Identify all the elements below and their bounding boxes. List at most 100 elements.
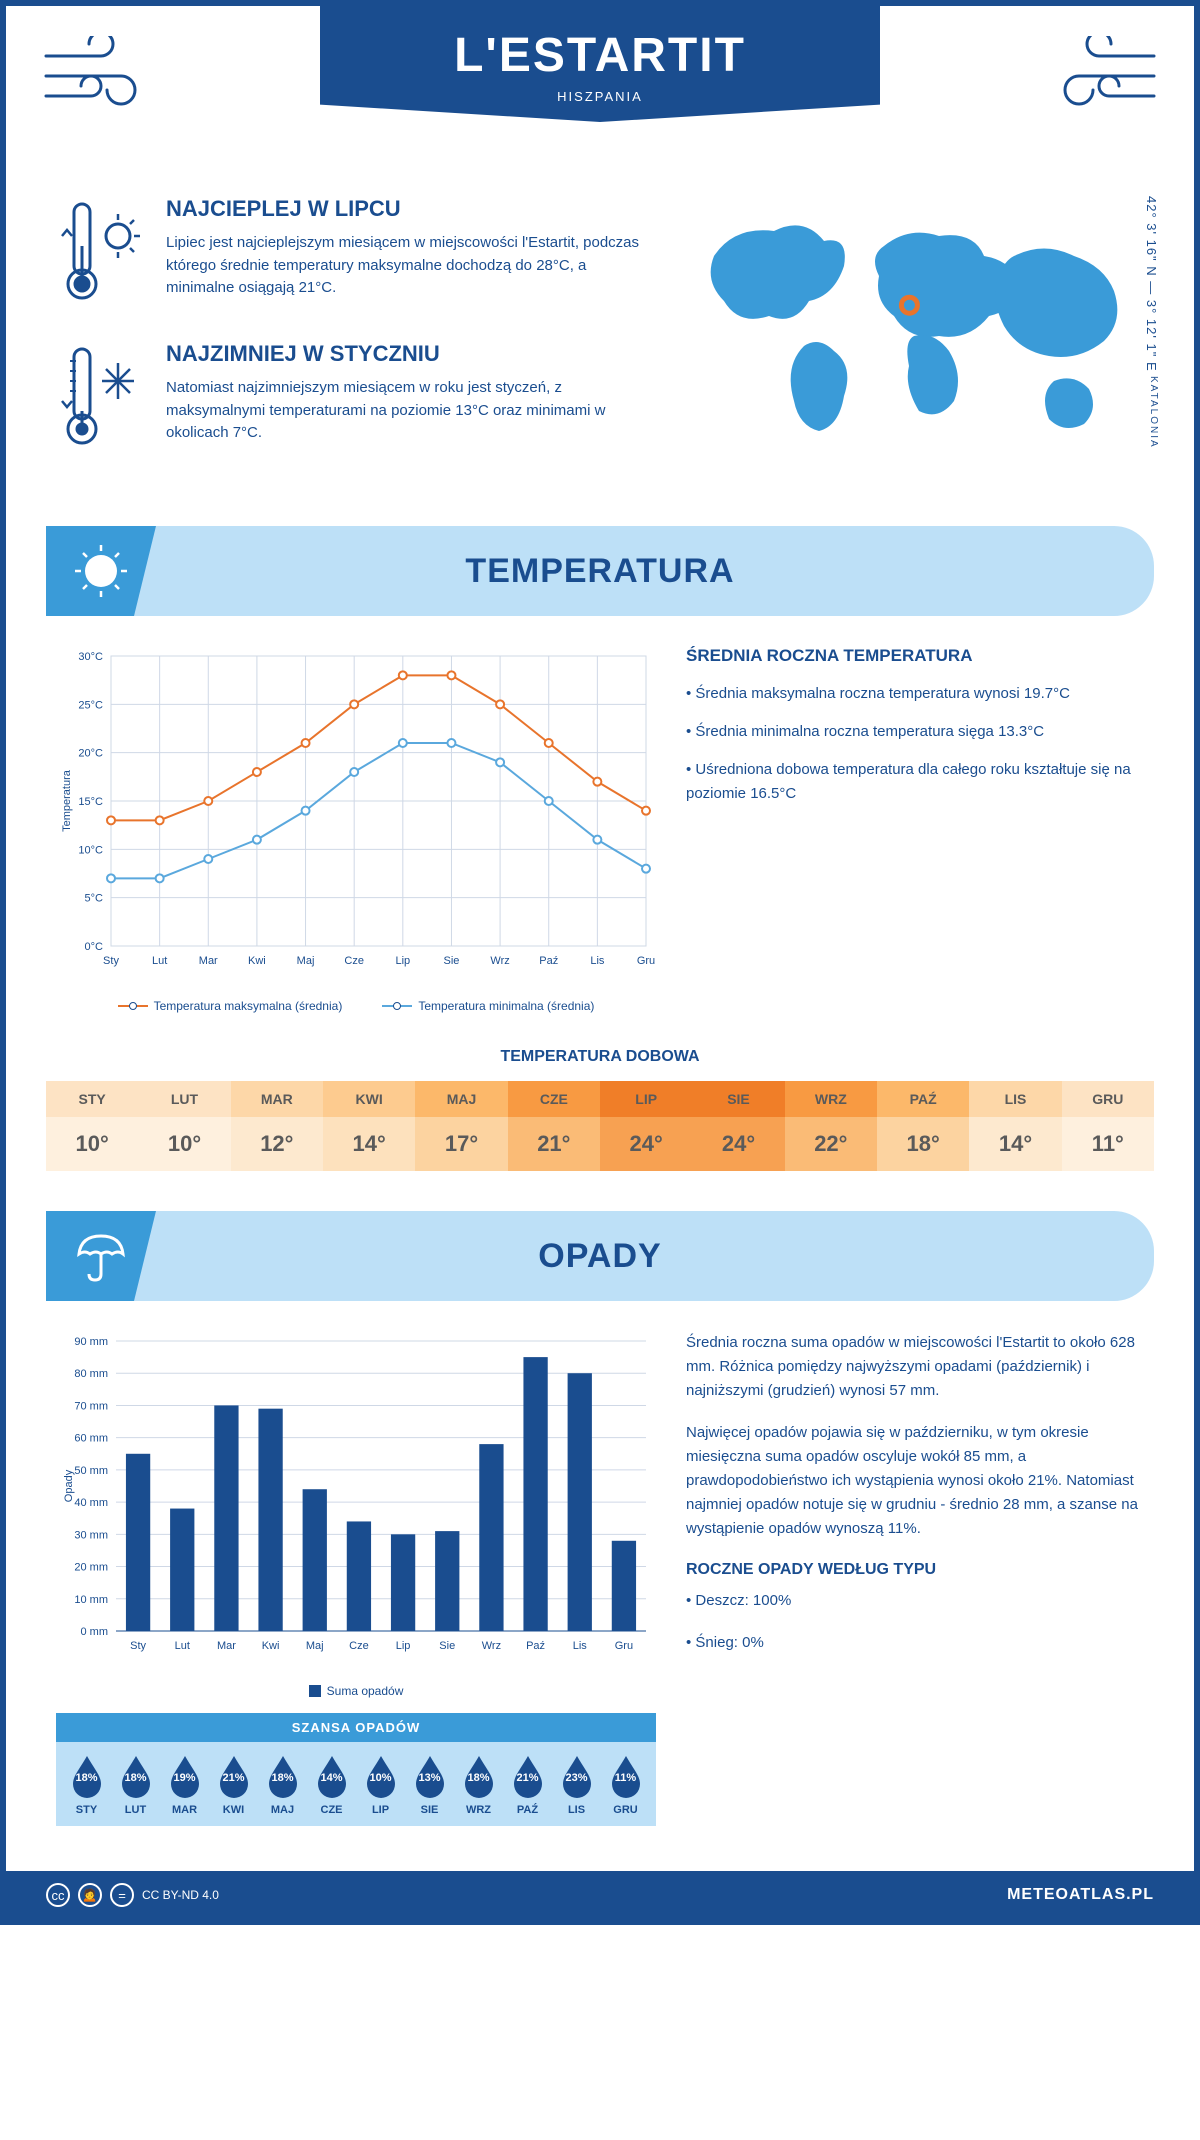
raindrop-icon: 18% [118,1754,154,1798]
precip-text: Średnia roczna suma opadów w miejscowośc… [686,1331,1144,1403]
section-header-temperature: TEMPERATURA [46,526,1154,616]
svg-text:Wrz: Wrz [482,1640,501,1652]
svg-text:Sty: Sty [103,955,119,967]
thermometer-snow-icon [56,341,146,456]
svg-text:Lut: Lut [175,1640,190,1652]
svg-text:Gru: Gru [615,1640,633,1652]
precip-type-title: ROCZNE OPADY WEDŁUG TYPU [686,1561,1144,1579]
chance-title: SZANSA OPADÓW [56,1713,656,1742]
svg-text:Kwi: Kwi [262,1640,280,1652]
raindrop-icon: 10% [363,1754,399,1798]
raindrop-icon: 18% [69,1754,105,1798]
summary-bullet: • Średnia minimalna roczna temperatura s… [686,720,1144,744]
section-title: OPADY [538,1237,661,1276]
svg-text:0 mm: 0 mm [81,1626,109,1638]
map-svg [684,196,1144,456]
nd-icon: = [110,1883,134,1907]
chance-cell: 18% STY [62,1754,111,1816]
temperature-area: 0°C5°C10°C15°C20°C25°C30°CStyLutMarKwiMa… [6,646,1194,1038]
summary-title: ŚREDNIA ROCZNA TEMPERATURA [686,646,1144,666]
chance-cell: 18% MAJ [258,1754,307,1816]
chance-cell: 13% SIE [405,1754,454,1816]
chance-cell: 19% MAR [160,1754,209,1816]
section-header-precipitation: OPADY [46,1211,1154,1301]
svg-text:5°C: 5°C [85,893,104,905]
precipitation-chart: 0 mm10 mm20 mm30 mm40 mm50 mm60 mm70 mm8… [56,1331,656,1671]
svg-text:70 mm: 70 mm [74,1400,108,1412]
wind-icon [1044,36,1164,116]
svg-text:Lis: Lis [590,955,605,967]
svg-text:Maj: Maj [297,955,315,967]
chance-cell: 18% LUT [111,1754,160,1816]
chance-cell: 21% KWI [209,1754,258,1816]
svg-text:0°C: 0°C [85,941,104,953]
raindrop-icon: 21% [216,1754,252,1798]
svg-text:Lip: Lip [395,955,410,967]
section-title: TEMPERATURA [465,552,734,591]
chance-cell: 14% CZE [307,1754,356,1816]
cc-icon: cc [46,1883,70,1907]
legend-max: Temperatura maksymalna (średnia) [154,999,343,1013]
svg-text:20°C: 20°C [78,748,103,760]
raindrop-icon: 23% [559,1754,595,1798]
svg-text:90 mm: 90 mm [74,1336,108,1348]
svg-text:Lis: Lis [573,1640,588,1652]
raindrop-icon: 14% [314,1754,350,1798]
precipitation-summary: Średnia roczna suma opadów w miejscowośc… [686,1331,1144,1826]
location-title: L'ESTARTIT [320,28,880,83]
chance-cell: 11% GRU [601,1754,650,1816]
precip-type-bullet: • Śnieg: 0% [686,1631,1144,1655]
summary-bullet: • Uśredniona dobowa temperatura dla całe… [686,758,1144,806]
chance-cell: 21% PAŹ [503,1754,552,1816]
svg-text:Sty: Sty [130,1640,146,1652]
svg-text:25°C: 25°C [78,699,103,711]
svg-text:Cze: Cze [349,1640,369,1652]
chance-cell: 18% WRZ [454,1754,503,1816]
site-name: METEOATLAS.PL [1007,1886,1154,1904]
footer: cc 🙍 = CC BY-ND 4.0 METEOATLAS.PL [6,1871,1194,1919]
svg-text:Sie: Sie [444,955,460,967]
info-row: NAJCIEPLEJ W LIPCU Lipiec jest najcieple… [6,186,1194,516]
wind-icon [36,36,156,116]
svg-text:Lip: Lip [396,1640,411,1652]
chance-cell: 10% LIP [356,1754,405,1816]
svg-text:Kwi: Kwi [248,955,266,967]
summary-bullet: • Średnia maksymalna roczna temperatura … [686,682,1144,706]
hottest-title: NAJCIEPLEJ W LIPCU [166,196,644,222]
legend-precip: Suma opadów [327,1684,404,1698]
license-text: CC BY-ND 4.0 [142,1888,219,1902]
coordinates-label: 42° 3' 16" N — 3° 12' 1" E [1144,196,1159,372]
precip-text: Najwięcej opadów pojawia się w październ… [686,1421,1144,1541]
svg-text:Temperatura: Temperatura [61,769,73,832]
region-label: KATALONIA [1148,376,1159,449]
hottest-text: Lipiec jest najcieplejszym miesiącem w m… [166,232,644,300]
svg-text:10 mm: 10 mm [74,1594,108,1606]
page: L'ESTARTIT HISZPANIA NAJCIEPLEJ W LIPCU … [0,0,1200,1925]
svg-text:20 mm: 20 mm [74,1562,108,1574]
svg-text:60 mm: 60 mm [74,1433,108,1445]
coldest-block: NAJZIMNIEJ W STYCZNIU Natomiast najzimni… [56,341,644,456]
precipitation-legend: Suma opadów [56,1684,656,1698]
world-map: 42° 3' 16" N — 3° 12' 1" E KATALONIA [684,196,1144,486]
daily-temperature-title: TEMPERATURA DOBOWA [6,1048,1194,1066]
precipitation-area: 0 mm10 mm20 mm30 mm40 mm50 mm60 mm70 mm8… [6,1331,1194,1851]
svg-text:Paź: Paź [539,955,558,967]
svg-text:Lut: Lut [152,955,167,967]
svg-text:30 mm: 30 mm [74,1529,108,1541]
by-icon: 🙍 [78,1883,102,1907]
svg-text:80 mm: 80 mm [74,1368,108,1380]
svg-text:Maj: Maj [306,1640,324,1652]
sun-icon [46,526,156,616]
chance-cell: 23% LIS [552,1754,601,1816]
raindrop-icon: 18% [461,1754,497,1798]
temperature-legend: Temperatura maksymalna (średnia) Tempera… [56,999,656,1013]
svg-text:Mar: Mar [199,955,218,967]
title-banner: L'ESTARTIT HISZPANIA [320,6,880,122]
svg-text:Gru: Gru [637,955,655,967]
legend-min: Temperatura minimalna (średnia) [418,999,594,1013]
temperature-chart: 0°C5°C10°C15°C20°C25°C30°CStyLutMarKwiMa… [56,646,656,1013]
temperature-summary: ŚREDNIA ROCZNA TEMPERATURA • Średnia mak… [686,646,1144,1013]
license: cc 🙍 = CC BY-ND 4.0 [46,1883,219,1907]
svg-text:Opady: Opady [63,1469,75,1502]
svg-text:30°C: 30°C [78,651,103,663]
